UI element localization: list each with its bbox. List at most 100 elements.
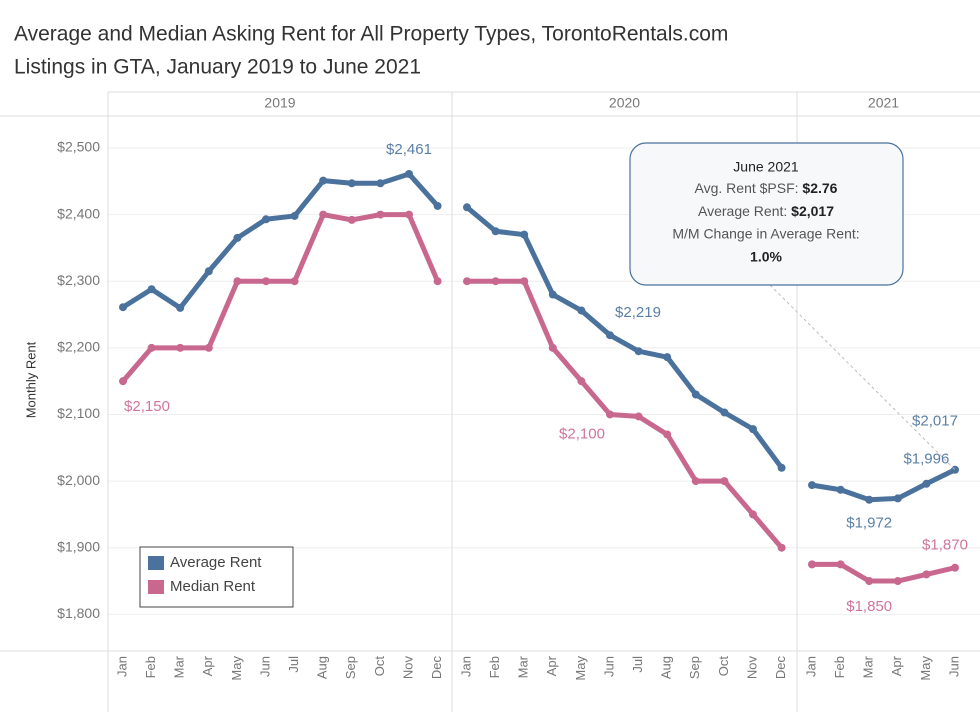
tooltip-label: M/M Change in Average Rent:: [672, 226, 859, 242]
y-tick-label: $1,800: [57, 605, 100, 621]
data-point: [347, 179, 356, 188]
x-tick-label: Apr: [544, 655, 559, 676]
data-point: [749, 510, 757, 519]
data-point: [433, 201, 442, 210]
tooltip-title: June 2021: [733, 159, 799, 175]
value-label: $1,870: [922, 537, 968, 554]
data-point: [777, 543, 786, 552]
x-tick-label: Jun: [601, 656, 616, 677]
panel-label: 2020: [609, 95, 640, 111]
tooltip-label: Average Rent:: [698, 203, 787, 219]
y-axis-label: Monthly Rent: [23, 341, 38, 418]
data-point: [491, 227, 500, 236]
data-point: [233, 233, 242, 242]
data-point: [634, 347, 643, 356]
legend-swatch: [148, 556, 164, 570]
data-point: [147, 285, 156, 294]
legend: Average Rent Median Rent: [139, 546, 294, 608]
y-tick-label: $1,900: [57, 538, 100, 554]
data-point: [893, 494, 902, 503]
data-point: [463, 203, 471, 212]
x-tick-label: Mar: [516, 655, 531, 678]
x-tick-label: Mar: [861, 655, 876, 678]
data-point: [749, 425, 757, 434]
legend-swatch: [148, 580, 164, 594]
data-point: [577, 377, 586, 386]
data-point: [691, 477, 700, 486]
y-tick-label: $2,200: [57, 339, 100, 355]
legend-label: Median Rent: [170, 578, 256, 595]
data-point: [405, 169, 413, 178]
value-label: $2,150: [124, 398, 170, 415]
data-point: [520, 277, 529, 286]
data-point: [147, 343, 156, 352]
data-point: [233, 277, 242, 286]
x-tick-label: May: [918, 656, 933, 681]
value-label: $2,219: [615, 304, 661, 321]
data-point: [433, 277, 442, 286]
data-point: [290, 277, 299, 286]
chart-title: Average and Median Asking Rent for All P…: [14, 23, 728, 46]
series-line: [809, 467, 958, 503]
data-point: [663, 430, 672, 439]
data-point: [922, 570, 931, 579]
tooltip-box: [629, 142, 904, 286]
legend-box: [139, 546, 294, 608]
data-point: [808, 481, 816, 490]
data-point: [204, 343, 213, 352]
x-tick-label: Mar: [172, 655, 187, 678]
value-label: $2,100: [559, 425, 605, 442]
x-tick-label: Jun: [946, 656, 961, 677]
data-point: [262, 277, 270, 286]
data-point: [865, 495, 874, 504]
value-label: $2,461: [386, 141, 432, 158]
data-point: [720, 477, 729, 486]
data-point: [119, 377, 127, 386]
tooltip-value: 1.0%: [750, 249, 782, 265]
data-point: [808, 560, 816, 569]
data-point: [376, 179, 385, 188]
x-tick-label: May: [229, 656, 244, 681]
x-tick-label: Jan: [458, 656, 473, 677]
x-tick-label: Nov: [400, 656, 415, 680]
tooltip-value: $2,017: [791, 203, 834, 219]
data-point: [893, 577, 902, 586]
x-tick-label: Dec: [773, 656, 788, 680]
x-tick-label: Apr: [200, 655, 215, 676]
tooltip-row: Avg. Rent $PSF: $2.76: [695, 180, 838, 196]
data-point: [319, 210, 328, 219]
tooltip-label: Avg. Rent $PSF:: [695, 180, 799, 196]
series-line: [809, 561, 958, 584]
data-point: [376, 210, 385, 219]
x-tick-label: Feb: [832, 656, 847, 678]
data-point: [634, 412, 643, 421]
chart-subtitle: Listings in GTA, January 2019 to June 20…: [14, 56, 421, 79]
x-tick-label: Jun: [257, 656, 272, 677]
data-point: [463, 277, 471, 286]
x-tick-label: Nov: [744, 656, 759, 680]
x-tick-label: Jul: [630, 656, 645, 673]
panel-label: 2019: [264, 95, 295, 111]
y-tick-label: $2,000: [57, 472, 100, 488]
series-line: [464, 204, 785, 471]
x-tick-label: Oct: [372, 656, 387, 677]
data-point: [290, 211, 299, 220]
data-point: [548, 290, 557, 299]
data-point: [922, 479, 931, 488]
data-point: [836, 485, 845, 494]
x-tick-label: Aug: [315, 656, 330, 679]
tooltip-value: $2.76: [802, 180, 837, 196]
data-point: [606, 410, 614, 419]
data-point: [577, 306, 586, 315]
legend-label: Average Rent: [170, 554, 262, 571]
data-point: [319, 176, 328, 185]
x-tick-label: Apr: [889, 655, 904, 676]
value-label: $2,017: [912, 413, 958, 430]
data-point: [262, 215, 270, 224]
data-point: [204, 267, 213, 276]
x-tick-label: Oct: [716, 656, 731, 677]
x-tick-label: Jan: [114, 656, 129, 677]
y-tick-label: $2,100: [57, 405, 100, 421]
data-point: [520, 230, 529, 239]
